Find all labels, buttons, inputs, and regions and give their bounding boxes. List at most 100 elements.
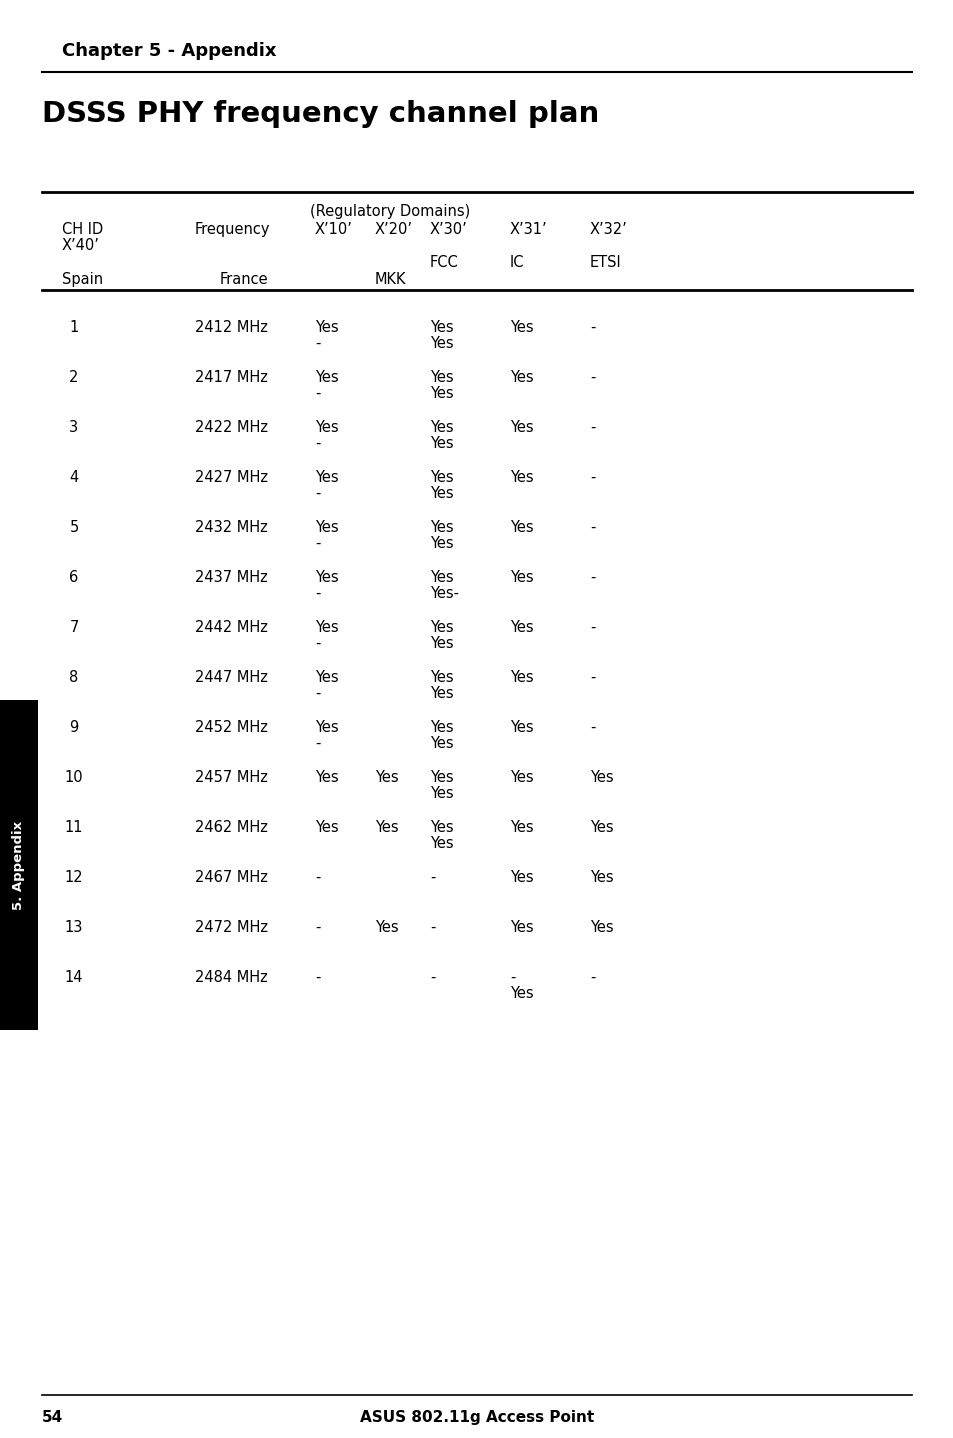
Text: Yes: Yes <box>510 470 533 485</box>
Text: Yes: Yes <box>430 536 453 551</box>
Text: X’40’: X’40’ <box>62 239 100 253</box>
Text: -: - <box>314 536 320 551</box>
Text: -: - <box>589 370 595 385</box>
Text: 2427 MHz: 2427 MHz <box>194 470 268 485</box>
Text: 2437 MHz: 2437 MHz <box>194 569 268 585</box>
Text: Yes: Yes <box>314 470 338 485</box>
Text: Yes: Yes <box>510 720 533 735</box>
Text: 5. Appendix: 5. Appendix <box>12 821 26 910</box>
Text: 2467 MHz: 2467 MHz <box>194 870 268 884</box>
Text: -: - <box>314 870 320 884</box>
Text: Yes: Yes <box>430 620 453 636</box>
Text: Yes: Yes <box>589 920 613 935</box>
Text: Yes: Yes <box>375 820 398 835</box>
Text: Yes: Yes <box>589 870 613 884</box>
Text: Yes: Yes <box>430 436 453 452</box>
Text: -: - <box>430 971 435 985</box>
Text: Yes: Yes <box>430 820 453 835</box>
Text: Spain: Spain <box>62 272 103 288</box>
Text: Yes: Yes <box>510 670 533 684</box>
Text: -: - <box>314 436 320 452</box>
Text: -: - <box>430 920 435 935</box>
Text: -: - <box>589 521 595 535</box>
Text: MKK: MKK <box>375 272 406 288</box>
Text: 14: 14 <box>65 971 83 985</box>
Text: Yes: Yes <box>430 521 453 535</box>
Text: Yes: Yes <box>589 820 613 835</box>
Text: Yes: Yes <box>430 336 453 351</box>
Text: Yes: Yes <box>510 321 533 335</box>
Text: Yes: Yes <box>314 769 338 785</box>
Text: Yes: Yes <box>430 736 453 751</box>
Text: ASUS 802.11g Access Point: ASUS 802.11g Access Point <box>359 1411 594 1425</box>
Text: 2462 MHz: 2462 MHz <box>194 820 268 835</box>
Text: Yes: Yes <box>314 670 338 684</box>
Text: 2417 MHz: 2417 MHz <box>194 370 268 385</box>
Text: 2442 MHz: 2442 MHz <box>194 620 268 636</box>
Text: Chapter 5 - Appendix: Chapter 5 - Appendix <box>62 42 276 60</box>
Text: 3: 3 <box>70 420 78 436</box>
Text: X’30’: X’30’ <box>430 221 467 237</box>
Text: -: - <box>314 920 320 935</box>
Text: 2432 MHz: 2432 MHz <box>194 521 268 535</box>
Text: Yes: Yes <box>375 769 398 785</box>
Text: -: - <box>589 321 595 335</box>
Text: Yes: Yes <box>430 486 453 500</box>
Text: Yes: Yes <box>510 569 533 585</box>
Text: Yes-: Yes- <box>430 587 458 601</box>
Text: Yes: Yes <box>510 769 533 785</box>
Text: 2422 MHz: 2422 MHz <box>194 420 268 436</box>
Text: -: - <box>589 720 595 735</box>
Text: 7: 7 <box>70 620 78 636</box>
Text: X’20’: X’20’ <box>375 221 413 237</box>
Text: Yes: Yes <box>430 636 453 651</box>
Text: Yes: Yes <box>510 370 533 385</box>
Text: 5: 5 <box>70 521 78 535</box>
Text: X’32’: X’32’ <box>589 221 627 237</box>
Text: 11: 11 <box>65 820 83 835</box>
Text: Yes: Yes <box>510 986 533 1001</box>
Text: Frequency: Frequency <box>194 221 271 237</box>
Text: -: - <box>314 486 320 500</box>
Text: Yes: Yes <box>314 620 338 636</box>
Text: France: France <box>220 272 269 288</box>
Text: Yes: Yes <box>430 569 453 585</box>
Text: 2: 2 <box>70 370 78 385</box>
Text: Yes: Yes <box>510 920 533 935</box>
Text: Yes: Yes <box>510 820 533 835</box>
Text: -: - <box>314 686 320 700</box>
Text: (Regulatory Domains): (Regulatory Domains) <box>310 204 470 219</box>
Text: 54: 54 <box>42 1411 63 1425</box>
Text: -: - <box>589 620 595 636</box>
Text: -: - <box>589 470 595 485</box>
Text: 2452 MHz: 2452 MHz <box>194 720 268 735</box>
Bar <box>0 700 38 1030</box>
Text: Yes: Yes <box>430 787 453 801</box>
Text: Yes: Yes <box>510 420 533 436</box>
Text: -: - <box>314 587 320 601</box>
Text: 2447 MHz: 2447 MHz <box>194 670 268 684</box>
Text: -: - <box>589 420 595 436</box>
Text: Yes: Yes <box>589 769 613 785</box>
Text: Yes: Yes <box>430 769 453 785</box>
Text: -: - <box>314 636 320 651</box>
Text: FCC: FCC <box>430 255 458 270</box>
Text: IC: IC <box>510 255 524 270</box>
Text: -: - <box>589 670 595 684</box>
Text: -: - <box>314 385 320 401</box>
Text: Yes: Yes <box>430 720 453 735</box>
Text: Yes: Yes <box>314 420 338 436</box>
Text: Yes: Yes <box>430 385 453 401</box>
Text: Yes: Yes <box>314 370 338 385</box>
Text: 8: 8 <box>70 670 78 684</box>
Text: -: - <box>314 971 320 985</box>
Text: Yes: Yes <box>430 420 453 436</box>
Text: 2484 MHz: 2484 MHz <box>194 971 268 985</box>
Text: DSSS PHY frequency channel plan: DSSS PHY frequency channel plan <box>42 101 598 128</box>
Text: Yes: Yes <box>430 370 453 385</box>
Text: Yes: Yes <box>314 569 338 585</box>
Text: Yes: Yes <box>375 920 398 935</box>
Text: CH ID: CH ID <box>62 221 103 237</box>
Text: Yes: Yes <box>430 835 453 851</box>
Text: Yes: Yes <box>430 321 453 335</box>
